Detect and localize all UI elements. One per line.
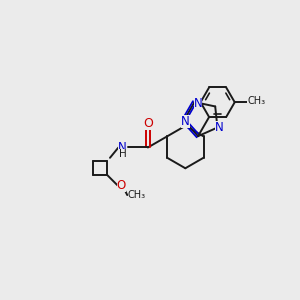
Text: N: N	[214, 121, 223, 134]
Text: CH₃: CH₃	[247, 96, 265, 106]
Text: H: H	[119, 149, 126, 159]
Text: O: O	[117, 179, 126, 192]
Text: O: O	[143, 117, 153, 130]
Text: CH₃: CH₃	[128, 190, 146, 200]
Text: N: N	[118, 141, 127, 154]
Text: N: N	[194, 97, 202, 110]
Text: N: N	[181, 116, 190, 128]
